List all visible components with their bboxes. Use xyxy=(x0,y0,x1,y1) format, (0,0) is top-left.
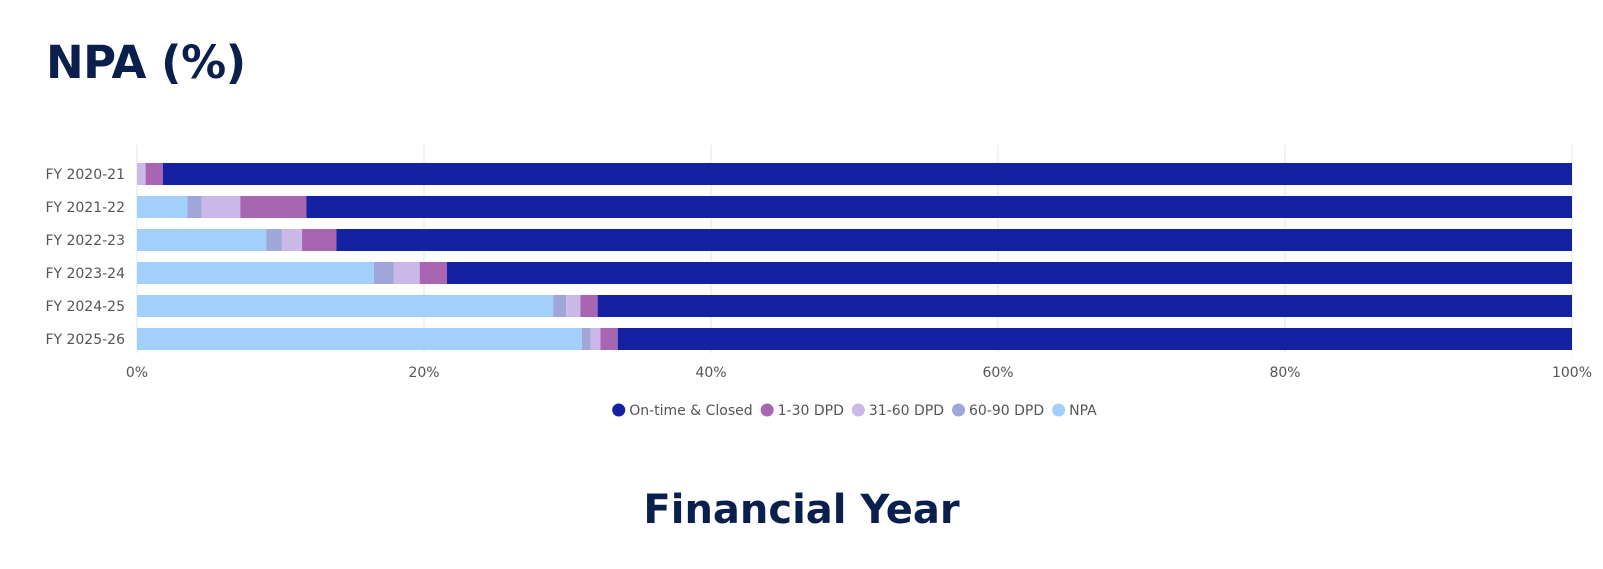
y-tick-label: FY 2023-24 xyxy=(45,266,125,282)
legend-label: 1-30 DPD xyxy=(778,403,844,419)
bar-segment xyxy=(302,229,337,251)
x-tick-label: 100% xyxy=(1552,365,1592,381)
legend-item[interactable]: NPA xyxy=(1052,403,1097,419)
bar-segment xyxy=(137,163,146,185)
bar-segment xyxy=(281,229,303,251)
bar-segment xyxy=(553,295,567,317)
bar-segment xyxy=(336,229,1573,251)
legend-marker xyxy=(1052,403,1066,417)
stacked-bar-chart: FY 2020-21 FY 2021-22 FY 2022-23 FY 2023-24… xyxy=(45,145,1592,419)
legend-label: On-time & Closed xyxy=(629,403,752,419)
bar-segment xyxy=(137,328,582,350)
bar-segment xyxy=(566,295,581,317)
bar-segment xyxy=(266,229,282,251)
bar-segment xyxy=(240,196,307,218)
bar-segment xyxy=(145,163,163,185)
y-tick-label: FY 2022-23 xyxy=(45,233,125,249)
y-axis-labels: FY 2020-21 FY 2021-22 FY 2022-23 FY 2023-24… xyxy=(45,167,125,348)
bar-segment xyxy=(137,262,374,284)
x-tick-label: 20% xyxy=(408,365,439,381)
legend-label: 60-90 DPD xyxy=(969,403,1044,419)
x-tick-label: 80% xyxy=(1269,365,1300,381)
y-tick-label: FY 2025-26 xyxy=(45,332,125,348)
bar-segment xyxy=(137,196,188,218)
bar-segment xyxy=(187,196,202,218)
legend-label: 31-60 DPD xyxy=(869,403,944,419)
x-axis-title: Financial Year xyxy=(643,487,960,533)
bar-segment xyxy=(600,328,618,350)
page-title: NPA (%) xyxy=(46,36,246,89)
legend[interactable]: On-time & Closed 1-30 DPD 31-60 DPD 60-90 D… xyxy=(612,403,1097,419)
legend-marker xyxy=(612,403,626,417)
legend-item[interactable]: 1-30 DPD xyxy=(760,403,844,419)
bars xyxy=(137,163,1573,350)
legend-marker xyxy=(851,403,865,417)
bar-segment xyxy=(373,262,394,284)
bar-segment xyxy=(162,163,1573,185)
bar-segment xyxy=(446,262,1573,284)
y-tick-label: FY 2024-25 xyxy=(45,299,125,315)
bar-segment xyxy=(137,229,267,251)
x-tick-label: 40% xyxy=(695,365,726,381)
y-tick-label: FY 2021-22 xyxy=(45,200,125,216)
bar-segment xyxy=(580,295,598,317)
bar-segment xyxy=(137,295,554,317)
bar-segment xyxy=(306,196,1573,218)
legend-label: NPA xyxy=(1069,403,1097,419)
bar-segment xyxy=(597,295,1572,317)
legend-marker xyxy=(760,403,774,417)
x-tick-label: 60% xyxy=(982,365,1013,381)
y-tick-label: FY 2020-21 xyxy=(45,167,125,183)
x-axis-ticks: 0% 20% 40% 60% 80% 100% xyxy=(126,365,1592,381)
legend-marker xyxy=(952,403,966,417)
x-tick-label: 0% xyxy=(126,365,148,381)
bar-segment xyxy=(419,262,447,284)
bar-segment xyxy=(590,328,601,350)
legend-item[interactable]: 31-60 DPD xyxy=(851,403,944,419)
bar-segment xyxy=(393,262,420,284)
legend-item[interactable]: On-time & Closed xyxy=(612,403,753,419)
bar-segment xyxy=(617,328,1572,350)
legend-item[interactable]: 60-90 DPD xyxy=(952,403,1044,419)
bar-segment xyxy=(581,328,591,350)
bar-segment xyxy=(201,196,241,218)
